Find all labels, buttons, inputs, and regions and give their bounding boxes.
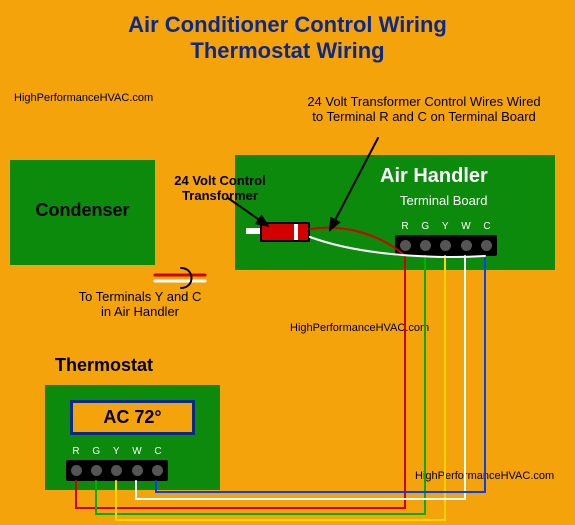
transformer-core [294,224,298,240]
watermark-br: HighPerformanceHVAC.com [415,470,554,482]
thermostat-display: AC 72° [70,400,195,435]
transformer-label: 24 Volt ControlTransformer [160,174,280,204]
condenser-label: Condenser [10,200,155,221]
title-line1: Air Conditioner Control Wiring [0,12,575,38]
transformer-wiring-note: 24 Volt Transformer Control Wires Wiredt… [278,95,570,125]
transformer-primary-stub [246,228,260,234]
thermostat-terminal-labels: RGYWC [66,446,168,457]
air-handler-terminal-labels: RGYWC [395,221,497,232]
transformer-body [260,222,310,242]
thermostat-terminal-strip [66,460,168,481]
condenser-lead-note: To Terminals Y and Cin Air Handler [60,290,220,320]
air-handler-label: Air Handler [380,165,488,188]
condenser-wire-coil [181,268,192,288]
watermark-mid: HighPerformanceHVAC.com [290,322,429,334]
thermostat-label: Thermostat [55,355,153,376]
watermark-tl: HighPerformanceHVAC.com [14,92,153,104]
terminal-board-label: Terminal Board [400,193,487,208]
air-handler-terminal-strip [395,235,497,256]
title-line2: Thermostat Wiring [0,38,575,64]
